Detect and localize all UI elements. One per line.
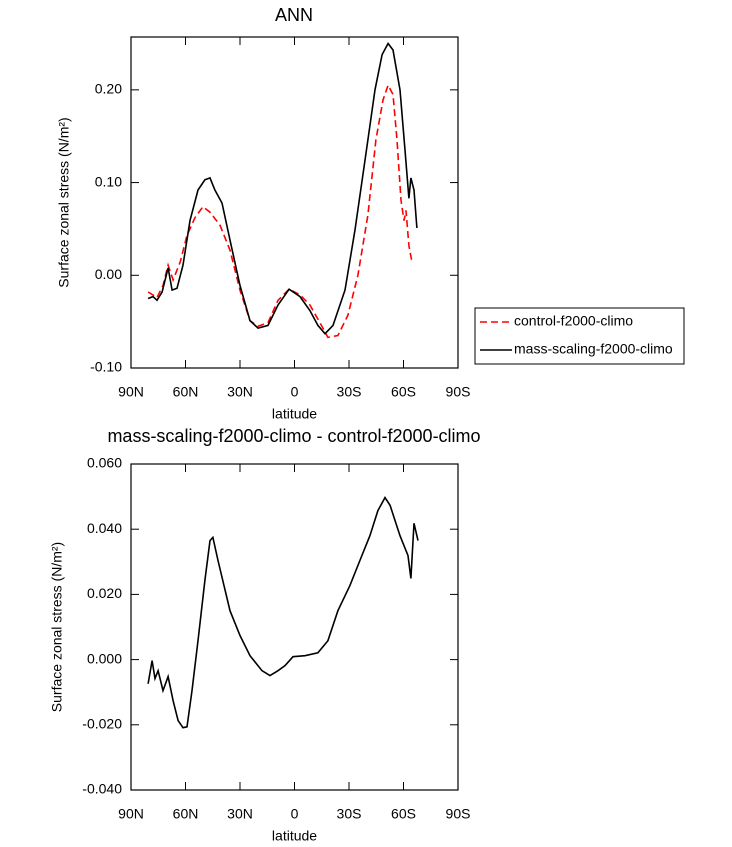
plot-frame bbox=[130, 463, 459, 791]
y-tick-label: 0.060 bbox=[87, 455, 122, 471]
plot-frame bbox=[130, 36, 459, 369]
x-tick-label: 90N bbox=[118, 384, 144, 400]
x-tick-label: 30N bbox=[227, 806, 253, 822]
y-tick-label: 0.000 bbox=[87, 650, 122, 666]
y-tick-label: 0.20 bbox=[95, 81, 122, 97]
x-tick-label: 30N bbox=[227, 384, 253, 400]
x-tick-label: 60S bbox=[391, 806, 416, 822]
data-line bbox=[147, 42, 418, 335]
y-axis-label: Surface zonal stress (N/m²) bbox=[56, 117, 72, 287]
legend-box bbox=[474, 307, 685, 365]
y-tick-label: 0.00 bbox=[95, 266, 122, 282]
legend-label: control-f2000-climo bbox=[514, 313, 633, 329]
chart-title: ANN bbox=[275, 5, 313, 25]
data-line bbox=[147, 496, 419, 729]
data-line bbox=[147, 83, 413, 339]
chart-title: mass-scaling-f2000-climo - control-f2000… bbox=[107, 426, 480, 446]
x-tick-label: 60N bbox=[173, 806, 199, 822]
y-tick-label: 0.040 bbox=[87, 520, 122, 536]
legend-label: mass-scaling-f2000-climo bbox=[514, 341, 673, 357]
y-tick-label: -0.10 bbox=[90, 359, 122, 375]
x-tick-label: 0 bbox=[291, 806, 299, 822]
y-axis-label: Surface zonal stress (N/m²) bbox=[49, 542, 65, 712]
x-tick-label: 30S bbox=[337, 806, 362, 822]
y-tick-label: -0.020 bbox=[82, 716, 122, 732]
x-tick-label: 60S bbox=[391, 384, 416, 400]
x-tick-label: 90S bbox=[446, 384, 471, 400]
x-tick-label: 30S bbox=[337, 384, 362, 400]
y-tick-label: -0.040 bbox=[82, 781, 122, 797]
y-tick-label: 0.10 bbox=[95, 173, 122, 189]
x-axis-label: latitude bbox=[272, 828, 317, 844]
x-tick-label: 90N bbox=[118, 806, 144, 822]
x-tick-label: 90S bbox=[446, 806, 471, 822]
x-axis-label: latitude bbox=[272, 406, 317, 422]
y-tick-label: 0.020 bbox=[87, 585, 122, 601]
x-tick-label: 60N bbox=[173, 384, 199, 400]
x-tick-label: 0 bbox=[291, 384, 299, 400]
